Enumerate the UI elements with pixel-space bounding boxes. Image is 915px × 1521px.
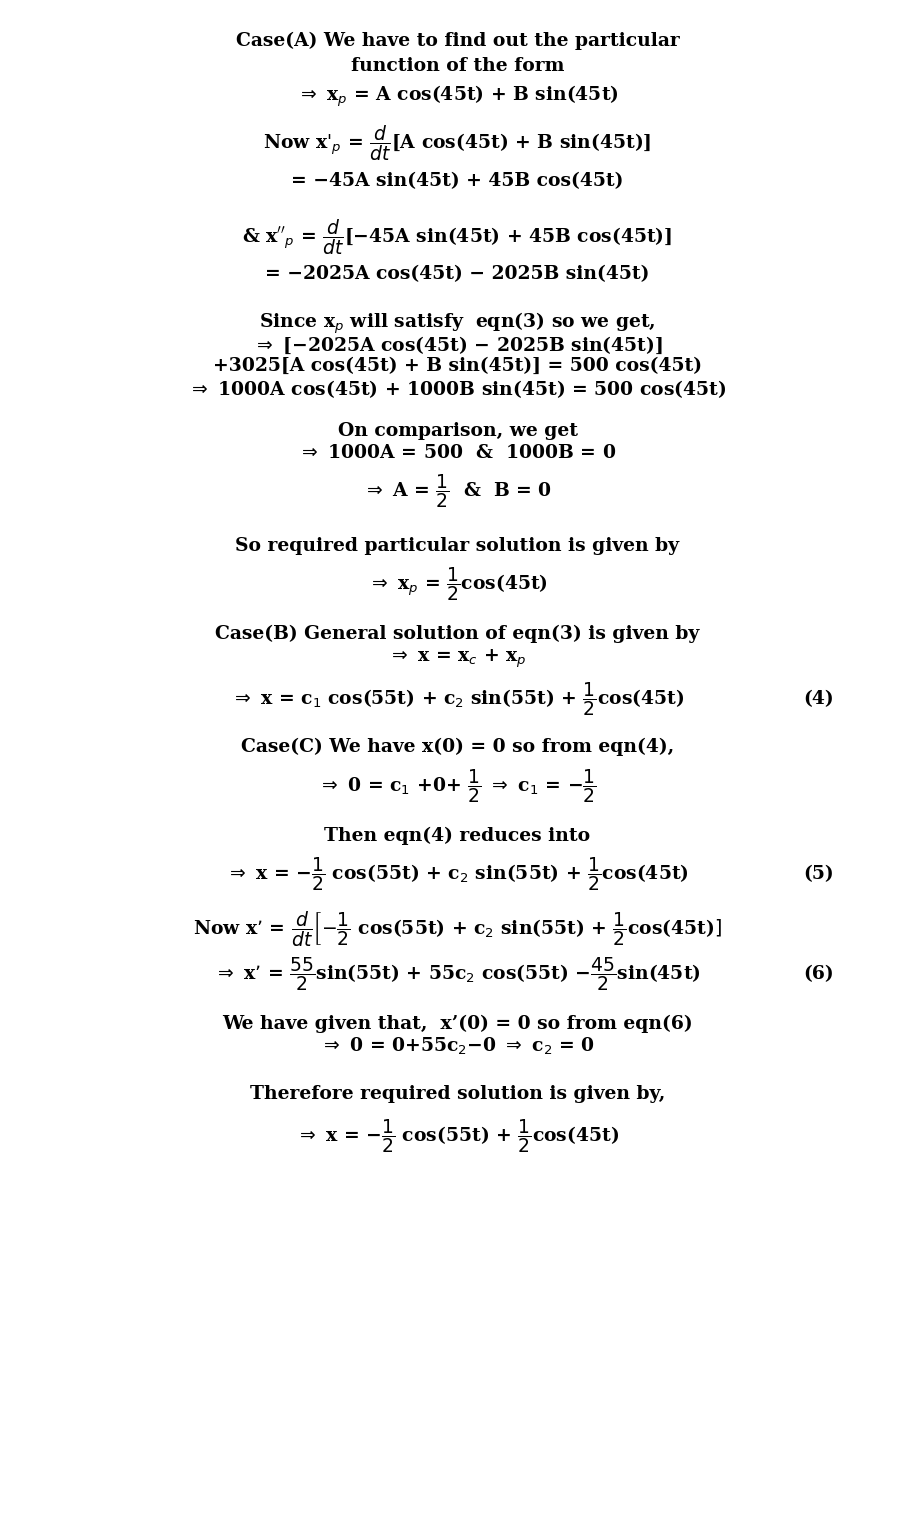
- Text: $\Rightarrow$ 1000A = 500  &  1000B = 0: $\Rightarrow$ 1000A = 500 & 1000B = 0: [298, 444, 617, 462]
- Text: +3025[A cos(45t) + B sin(45t)] = 500 cos(45t): +3025[A cos(45t) + B sin(45t)] = 500 cos…: [213, 357, 702, 376]
- Text: $\Rightarrow$ x$_{p}$ = A cos(45t) + B sin(45t): $\Rightarrow$ x$_{p}$ = A cos(45t) + B s…: [296, 84, 619, 108]
- Text: $\Rightarrow$ 1000A cos(45t) + 1000B sin(45t) = 500 cos(45t): $\Rightarrow$ 1000A cos(45t) + 1000B sin…: [188, 379, 727, 400]
- Text: Case(A) We have to find out the particular: Case(A) We have to find out the particul…: [236, 32, 679, 50]
- Text: Then eqn(4) reduces into: Then eqn(4) reduces into: [325, 827, 590, 846]
- Text: $\Rightarrow$ x = −$\dfrac{1}{2}$ cos(55t) + $\dfrac{1}{2}$cos(45t): $\Rightarrow$ x = −$\dfrac{1}{2}$ cos(55…: [296, 1116, 619, 1154]
- Text: $\Rightarrow$ [−2025A cos(45t) − 2025B sin(45t)]: $\Rightarrow$ [−2025A cos(45t) − 2025B s…: [253, 335, 662, 356]
- Text: Therefore required solution is given by,: Therefore required solution is given by,: [250, 1084, 665, 1103]
- Text: So required particular solution is given by: So required particular solution is given…: [235, 537, 680, 555]
- Text: $\Rightarrow$ x = −$\dfrac{1}{2}$ cos(55t) + c$_{2}$ sin(55t) + $\dfrac{1}{2}$co: $\Rightarrow$ x = −$\dfrac{1}{2}$ cos(55…: [226, 855, 689, 893]
- Text: = −45A sin(45t) + 45B cos(45t): = −45A sin(45t) + 45B cos(45t): [291, 172, 624, 190]
- Text: $\Rightarrow$ x = x$_{c}$ + x$_{p}$: $\Rightarrow$ x = x$_{c}$ + x$_{p}$: [388, 648, 527, 671]
- Text: Since x$_{p}$ will satisfy  eqn(3) so we get,: Since x$_{p}$ will satisfy eqn(3) so we …: [259, 310, 656, 336]
- Text: function of the form: function of the form: [350, 56, 565, 75]
- Text: Case(B) General solution of eqn(3) is given by: Case(B) General solution of eqn(3) is gi…: [215, 625, 700, 643]
- Text: On comparison, we get: On comparison, we get: [338, 421, 577, 440]
- Text: $\Rightarrow$ 0 = 0+55c$_{2}$−0 $\Rightarrow$ c$_{2}$ = 0: $\Rightarrow$ 0 = 0+55c$_{2}$−0 $\Righta…: [320, 1036, 595, 1057]
- Text: (4): (4): [803, 691, 834, 707]
- Text: $\Rightarrow$ A = $\dfrac{1}{2}$  &  B = 0: $\Rightarrow$ A = $\dfrac{1}{2}$ & B = 0: [363, 472, 552, 510]
- Text: $\Rightarrow$ 0 = c$_{1}$ +0+ $\dfrac{1}{2}$ $\Rightarrow$ c$_{1}$ = −$\dfrac{1}: $\Rightarrow$ 0 = c$_{1}$ +0+ $\dfrac{1}…: [318, 767, 597, 805]
- Text: We have given that,  x’(0) = 0 so from eqn(6): We have given that, x’(0) = 0 so from eq…: [222, 1015, 693, 1033]
- Text: & x$''_{p}$ = $\dfrac{d}{dt}$[−45A sin(45t) + 45B cos(45t)]: & x$''_{p}$ = $\dfrac{d}{dt}$[−45A sin(4…: [242, 218, 673, 257]
- Text: Now x’ = $\dfrac{d}{dt}\left[-\dfrac{1}{2}\right.$ cos(55t) + c$_{2}$ sin(55t) +: Now x’ = $\dfrac{d}{dt}\left[-\dfrac{1}{…: [193, 910, 722, 949]
- Text: $\Rightarrow$ x’ = $\dfrac{55}{2}$sin(55t) + 55c$_{2}$ cos(55t) −$\dfrac{45}{2}$: $\Rightarrow$ x’ = $\dfrac{55}{2}$sin(55…: [214, 955, 701, 993]
- Text: $\Rightarrow$ x = c$_{1}$ cos(55t) + c$_{2}$ sin(55t) + $\dfrac{1}{2}$cos(45t): $\Rightarrow$ x = c$_{1}$ cos(55t) + c$_…: [231, 680, 684, 718]
- Text: (5): (5): [803, 865, 834, 884]
- Text: (6): (6): [803, 964, 834, 983]
- Text: Now x$'_{p}$ = $\dfrac{d}{dt}$[A cos(45t) + B sin(45t)]: Now x$'_{p}$ = $\dfrac{d}{dt}$[A cos(45t…: [264, 123, 651, 163]
- Text: Case(C) We have x(0) = 0 so from eqn(4),: Case(C) We have x(0) = 0 so from eqn(4),: [241, 738, 674, 756]
- Text: = −2025A cos(45t) − 2025B sin(45t): = −2025A cos(45t) − 2025B sin(45t): [265, 265, 650, 283]
- Text: $\Rightarrow$ x$_{p}$ = $\dfrac{1}{2}$cos(45t): $\Rightarrow$ x$_{p}$ = $\dfrac{1}{2}$co…: [368, 566, 547, 602]
